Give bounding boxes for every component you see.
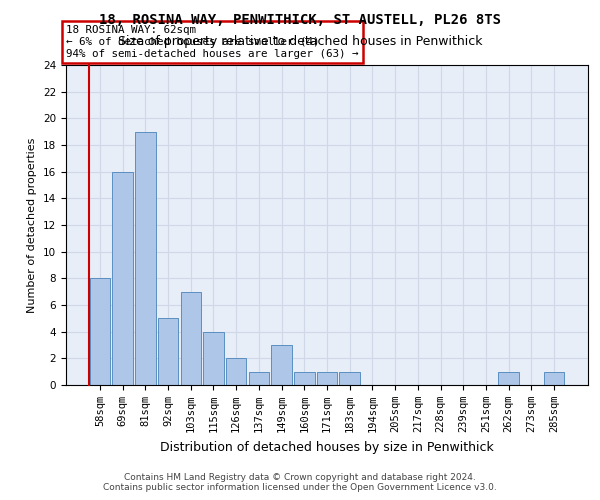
- Bar: [294, 372, 314, 385]
- Text: Size of property relative to detached houses in Penwithick: Size of property relative to detached ho…: [118, 35, 482, 48]
- Bar: [544, 372, 564, 385]
- Bar: [181, 292, 201, 385]
- Bar: [112, 172, 133, 385]
- Bar: [90, 278, 110, 385]
- Bar: [135, 132, 155, 385]
- Bar: [340, 372, 360, 385]
- Bar: [317, 372, 337, 385]
- Bar: [248, 372, 269, 385]
- Text: 18, ROSINA WAY, PENWITHICK, ST AUSTELL, PL26 8TS: 18, ROSINA WAY, PENWITHICK, ST AUSTELL, …: [99, 12, 501, 26]
- Bar: [226, 358, 247, 385]
- Bar: [203, 332, 224, 385]
- Text: Contains HM Land Registry data © Crown copyright and database right 2024.
Contai: Contains HM Land Registry data © Crown c…: [103, 473, 497, 492]
- Bar: [271, 345, 292, 385]
- Bar: [499, 372, 519, 385]
- X-axis label: Distribution of detached houses by size in Penwithick: Distribution of detached houses by size …: [160, 440, 494, 454]
- Text: 18 ROSINA WAY: 62sqm
← 6% of detached houses are smaller (4)
94% of semi-detache: 18 ROSINA WAY: 62sqm ← 6% of detached ho…: [66, 26, 359, 58]
- Y-axis label: Number of detached properties: Number of detached properties: [28, 138, 37, 312]
- Bar: [158, 318, 178, 385]
